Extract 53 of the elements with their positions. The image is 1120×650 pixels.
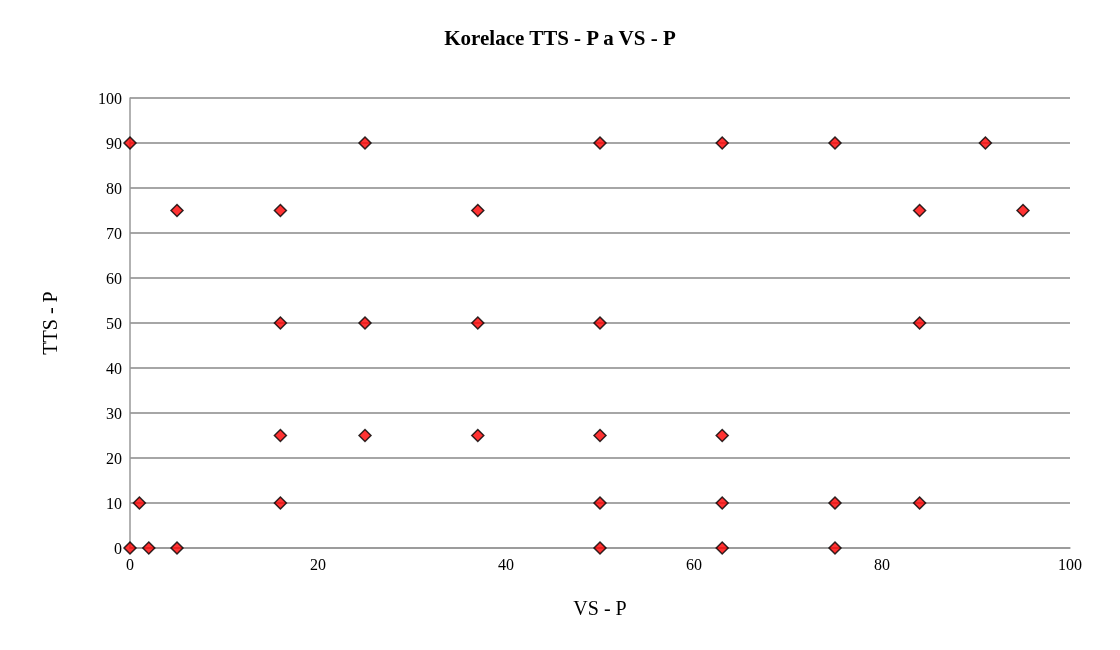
y-tick-label: 20 [106, 449, 122, 467]
y-axis-title: TTS - P [39, 291, 61, 355]
point [593, 496, 607, 510]
y-tick-label: 0 [114, 539, 122, 557]
y-tick-label: 100 [98, 89, 122, 107]
y-tick-label: 70 [106, 224, 122, 242]
point [471, 316, 485, 330]
point [273, 203, 288, 218]
point [170, 203, 184, 218]
point [593, 428, 607, 443]
x-tick-label: 80 [874, 555, 890, 573]
x-axis-title: VS - P [573, 597, 627, 619]
point [912, 203, 927, 218]
point [123, 541, 137, 555]
point [978, 136, 993, 150]
point [471, 203, 485, 218]
x-tick-label: 40 [498, 555, 514, 573]
point [1016, 203, 1030, 218]
point [593, 541, 607, 555]
y-tick-label: 80 [106, 179, 122, 197]
point [715, 541, 729, 555]
point [828, 496, 842, 510]
point [912, 316, 927, 330]
point [273, 496, 288, 510]
point [358, 136, 372, 150]
point [715, 136, 729, 150]
point [715, 428, 729, 443]
point [715, 496, 729, 510]
y-tick-label: 60 [106, 269, 122, 287]
x-tick-label: 20 [310, 555, 326, 573]
point [273, 428, 288, 443]
x-tick-label: 60 [686, 555, 702, 573]
point [132, 496, 147, 510]
point [123, 136, 137, 150]
point [593, 316, 607, 330]
point [273, 316, 288, 330]
point [358, 316, 372, 330]
y-tick-label: 30 [106, 404, 122, 422]
y-tick-label: 40 [106, 359, 122, 377]
point [170, 541, 184, 555]
y-tick-label: 90 [106, 134, 122, 152]
point [912, 496, 927, 510]
point [828, 136, 842, 150]
point [593, 136, 607, 150]
point [828, 541, 842, 555]
chart-title: Korelace TTS - P a VS - P [444, 25, 676, 50]
y-tick-label: 10 [106, 494, 122, 512]
x-tick-label: 100 [1058, 555, 1082, 573]
point [358, 428, 372, 443]
x-tick-label: 0 [126, 555, 134, 573]
point [142, 541, 156, 555]
point [471, 428, 485, 443]
y-tick-label: 50 [106, 314, 122, 332]
